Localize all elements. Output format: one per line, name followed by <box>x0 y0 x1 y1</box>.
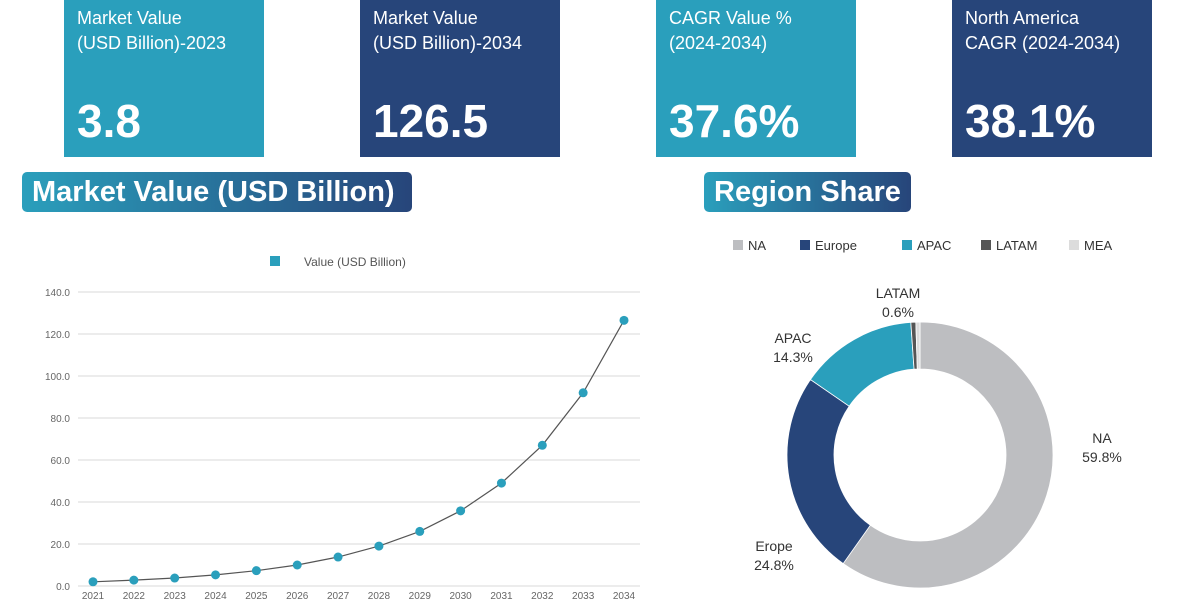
y-tick-label: 0.0 <box>56 582 70 593</box>
legend-swatch <box>800 240 810 250</box>
slice-label: LATAM <box>876 285 921 301</box>
stat-label: (USD Billion)-2034 <box>373 33 523 53</box>
y-tick-label: 40.0 <box>51 498 71 509</box>
y-tick-label: 60.0 <box>51 456 71 467</box>
slice-label: Erope <box>755 538 793 554</box>
x-tick-label: 2025 <box>245 591 268 600</box>
stat-card: CAGR Value % (2024-2034) 37.6% <box>656 0 856 157</box>
data-point <box>333 552 343 562</box>
stat-label: CAGR (2024-2034) <box>965 33 1121 53</box>
stat-label: CAGR Value % <box>669 8 792 28</box>
legend-swatch <box>1069 240 1079 250</box>
legend-label: NA <box>748 238 766 253</box>
legend-swatch <box>902 240 912 250</box>
x-tick-label: 2024 <box>204 591 227 600</box>
x-tick-label: 2030 <box>449 591 472 600</box>
data-point <box>496 478 506 488</box>
x-tick-label: 2026 <box>286 591 309 600</box>
slice-label: APAC <box>774 330 811 346</box>
data-point <box>88 577 98 587</box>
stat-card: Market Value (USD Billion)-2023 3.8 <box>64 0 264 157</box>
data-point <box>456 506 466 516</box>
y-tick-label: 100.0 <box>45 372 70 383</box>
slice-label: NA <box>1092 430 1112 446</box>
legend-label: Europe <box>815 238 857 253</box>
legend-swatch <box>733 240 743 250</box>
data-point <box>578 388 588 398</box>
x-tick-label: 2028 <box>368 591 391 600</box>
stat-value: 3.8 <box>77 95 141 147</box>
stat-label: (USD Billion)-2023 <box>77 33 227 53</box>
data-point <box>251 566 261 576</box>
legend-label: LATAM <box>996 238 1037 253</box>
stat-card: Market Value (USD Billion)-2034 126.5 <box>360 0 560 157</box>
data-point <box>211 570 221 580</box>
slice-percent: 24.8% <box>754 557 794 573</box>
data-point <box>374 541 384 551</box>
y-tick-label: 20.0 <box>51 540 71 551</box>
stat-label: Market Value <box>373 8 478 28</box>
stat-label: North America <box>965 8 1080 28</box>
region-share-header: Region Share <box>704 172 911 212</box>
x-tick-label: 2021 <box>82 591 105 600</box>
y-tick-label: 120.0 <box>45 330 70 341</box>
x-tick-label: 2033 <box>572 591 595 600</box>
y-tick-label: 80.0 <box>51 414 71 425</box>
x-tick-label: 2031 <box>490 591 513 600</box>
data-point <box>170 573 180 583</box>
stat-label: Market Value <box>77 8 182 28</box>
data-point <box>619 315 629 325</box>
stat-label: (2024-2034) <box>669 33 768 53</box>
slice-percent: 0.6% <box>882 304 914 320</box>
stat-value: 38.1% <box>965 95 1096 147</box>
slice-percent: 14.3% <box>773 349 813 365</box>
slice-europe <box>786 378 871 565</box>
legend-label: Value (USD Billion) <box>304 255 406 269</box>
legend-swatch <box>270 256 280 266</box>
data-point <box>415 526 425 536</box>
data-point <box>129 575 139 585</box>
x-tick-label: 2023 <box>164 591 187 600</box>
y-tick-label: 140.0 <box>45 288 70 299</box>
x-tick-label: 2022 <box>123 591 146 600</box>
market-value-header: Market Value (USD Billion) <box>22 172 412 212</box>
x-tick-label: 2027 <box>327 591 350 600</box>
slice-mea <box>915 321 921 370</box>
legend-swatch <box>981 240 991 250</box>
slice-percent: 59.8% <box>1082 449 1122 465</box>
data-point <box>537 440 547 450</box>
x-tick-label: 2029 <box>409 591 432 600</box>
slice-na <box>842 321 1054 589</box>
legend-label: MEA <box>1084 238 1113 253</box>
stat-value: 126.5 <box>373 95 489 147</box>
stat-card: North America CAGR (2024-2034) 38.1% <box>952 0 1152 157</box>
series-line <box>92 320 625 583</box>
legend-label: APAC <box>917 238 951 253</box>
x-tick-label: 2034 <box>613 591 636 600</box>
x-tick-label: 2032 <box>531 591 554 600</box>
data-point <box>292 560 302 570</box>
stat-value: 37.6% <box>669 95 800 147</box>
